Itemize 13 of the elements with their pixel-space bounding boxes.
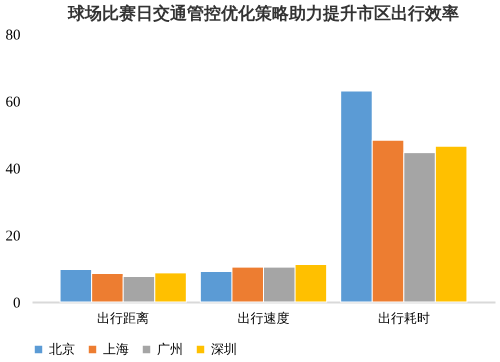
x-tick-label: 出行速度 xyxy=(238,310,290,326)
legend-label: 北京 xyxy=(49,342,75,358)
y-tick-label: 20 xyxy=(6,228,20,244)
y-tick-label: 0 xyxy=(13,296,20,312)
legend-label: 上海 xyxy=(103,342,129,358)
x-tick-label: 出行距离 xyxy=(97,310,150,326)
y-tick-label: 40 xyxy=(6,162,20,178)
x-tick-label: 出行耗时 xyxy=(378,312,430,326)
legend-label: 广州 xyxy=(157,342,183,358)
chart-title: 球场比赛日交通管控优化策略助力提升市区出行效率 xyxy=(67,4,459,24)
y-tick-label: 60 xyxy=(6,94,20,110)
legend-label: 深圳 xyxy=(211,342,237,358)
y-tick-label: 80 xyxy=(6,28,20,44)
